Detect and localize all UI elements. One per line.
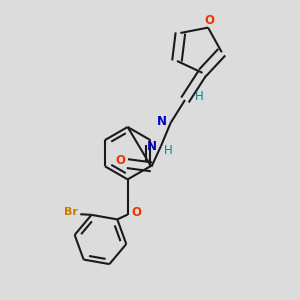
Text: O: O xyxy=(205,14,215,27)
Text: Br: Br xyxy=(64,207,78,217)
Text: H: H xyxy=(195,90,204,103)
Text: H: H xyxy=(164,144,172,157)
Text: N: N xyxy=(147,140,157,152)
Text: N: N xyxy=(157,115,166,128)
Text: O: O xyxy=(116,154,125,167)
Text: O: O xyxy=(132,206,142,220)
